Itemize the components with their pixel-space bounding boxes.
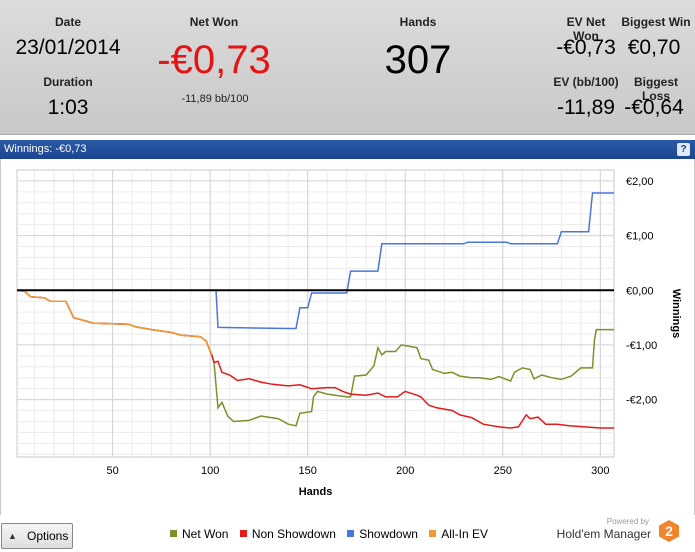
y-tick-label: -€2,00	[626, 395, 657, 407]
ev-bb100-label: EV (bb/100)	[553, 75, 619, 89]
legend-swatch	[347, 530, 355, 537]
y-tick-label: -€1,00	[626, 340, 657, 352]
chevron-up-icon: ▲	[8, 531, 17, 541]
duration-value: 1:03	[47, 96, 89, 119]
y-axis-title: Winnings	[670, 289, 682, 338]
x-tick-label: 50	[106, 465, 118, 477]
ev-net-won-value: -€0,73	[556, 36, 616, 59]
y-tick-label: €2,00	[626, 176, 654, 188]
net-won-label: Net Won	[189, 15, 239, 29]
x-tick-label: 250	[494, 465, 512, 477]
bb100-value: -11,89 bb/100	[181, 93, 249, 105]
chart-legend: Net Won Non Showdown Showdown All-In EV	[170, 527, 496, 541]
legend-swatch	[170, 530, 177, 537]
brand-logo-text: 2	[665, 523, 673, 539]
winnings-chart-area: 50 100 150 200 250 300 €2,00 €1,00 €0,00 -€1,00 -€…	[0, 159, 695, 515]
legend-label: Net Won	[182, 527, 229, 541]
legend-item-non-showdown[interactable]: Non Showdown	[239, 527, 336, 541]
legend-item-net-won[interactable]: Net Won	[170, 527, 228, 541]
net-won-value: -€0,73	[157, 38, 271, 82]
winnings-titlebar: Winnings: -€0,73 ?	[0, 140, 695, 159]
options-label: Options	[27, 529, 69, 543]
legend-swatch	[239, 530, 247, 537]
biggest-win-label: Biggest Win	[621, 15, 691, 29]
y-tick-label: €1,00	[626, 231, 654, 243]
series-line-all-in-ev	[16, 289, 213, 356]
legend-item-showdown[interactable]: Showdown	[347, 527, 418, 541]
powered-by-text: Powered by	[606, 517, 649, 526]
biggest-loss-label: Biggest Loss	[633, 75, 678, 103]
hands-label: Hands	[399, 15, 437, 29]
options-button[interactable]: ▲ Options	[1, 523, 73, 549]
winnings-title: Winnings: -€0,73	[4, 143, 87, 155]
ev-bb100-value: -11,89	[557, 96, 615, 119]
biggest-loss-value: -€0,64	[624, 96, 684, 119]
legend-label: All-In EV	[441, 527, 488, 541]
winnings-chart: 50 100 150 200 250 300 €2,00 €1,00 €0,00 -€1,00 -€…	[16, 169, 682, 498]
holdem-manager-logo-icon: 2	[659, 520, 679, 542]
duration-label: Duration	[43, 75, 93, 89]
x-tick-label: 100	[201, 465, 219, 477]
date-label: Date	[54, 15, 81, 29]
hands-value: 307	[384, 38, 452, 82]
ev-net-won-label: EV Net Won	[566, 15, 606, 43]
x-tick-label: 300	[591, 465, 609, 477]
footer: ▲ Options Net Won Non Showdown Showdown …	[0, 515, 695, 552]
y-tick-label: €0,00	[626, 285, 654, 297]
stats-panel: Date 23/01/2014 Duration 1:03 Net Won -€…	[0, 0, 695, 135]
legend-label: Showdown	[359, 527, 418, 541]
legend-swatch	[429, 530, 437, 537]
x-tick-label: 150	[299, 465, 317, 477]
x-axis-title: Hands	[299, 486, 333, 498]
x-tick-label: 200	[396, 465, 414, 477]
plot-area	[16, 169, 615, 458]
branding: Powered by Hold'em Manager 2	[553, 517, 683, 549]
biggest-win-value: €0,70	[627, 36, 681, 59]
legend-item-all-in-ev[interactable]: All-In EV	[429, 527, 488, 541]
brand-name: Hold'em Manager	[556, 527, 651, 541]
help-icon[interactable]: ?	[677, 143, 690, 156]
legend-label: Non Showdown	[251, 527, 336, 541]
series-line-showdown	[17, 192, 614, 330]
date-value: 23/01/2014	[15, 36, 121, 59]
